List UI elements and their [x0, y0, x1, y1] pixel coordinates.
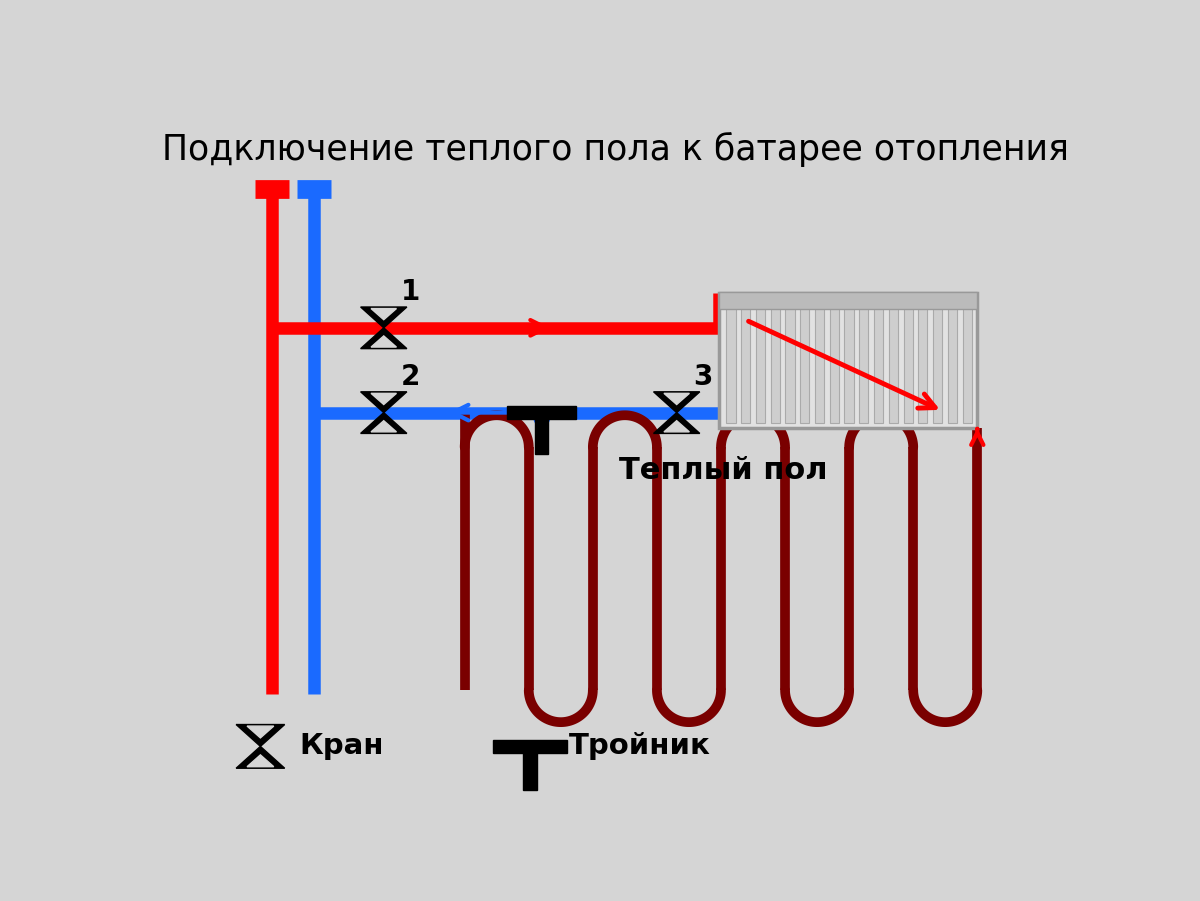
Bar — [829, 297, 839, 423]
Bar — [934, 297, 942, 423]
Bar — [726, 297, 736, 423]
Polygon shape — [236, 746, 284, 769]
Polygon shape — [654, 392, 700, 413]
Bar — [719, 292, 977, 308]
Bar — [845, 297, 853, 423]
Polygon shape — [361, 328, 407, 349]
Text: Теплый пол: Теплый пол — [619, 456, 827, 485]
Bar — [523, 753, 538, 790]
Bar — [904, 297, 913, 423]
Bar — [719, 293, 977, 428]
Polygon shape — [664, 394, 689, 405]
Bar — [874, 297, 883, 423]
Bar — [493, 740, 568, 753]
Bar — [756, 297, 766, 423]
Text: Тройник: Тройник — [569, 733, 710, 760]
Bar — [918, 297, 928, 423]
Bar — [742, 297, 750, 423]
Bar — [889, 297, 898, 423]
Polygon shape — [247, 755, 274, 767]
Polygon shape — [361, 392, 407, 413]
Bar — [948, 297, 956, 423]
Bar — [508, 406, 576, 419]
Bar — [859, 297, 869, 423]
Polygon shape — [654, 413, 700, 433]
Text: 3: 3 — [694, 363, 713, 391]
Polygon shape — [236, 724, 284, 746]
Bar — [815, 297, 824, 423]
Polygon shape — [371, 336, 396, 347]
Text: Кран: Кран — [299, 733, 384, 760]
Polygon shape — [247, 726, 274, 738]
Bar — [770, 297, 780, 423]
Polygon shape — [664, 421, 689, 432]
Text: 1: 1 — [401, 278, 420, 306]
Polygon shape — [371, 308, 396, 320]
Polygon shape — [361, 307, 407, 328]
Bar — [535, 419, 548, 454]
Bar — [962, 297, 972, 423]
Polygon shape — [361, 413, 407, 433]
Text: 2: 2 — [401, 363, 420, 391]
Text: Подключение теплого пола к батарее отопления: Подключение теплого пола к батарее отопл… — [162, 132, 1068, 168]
Polygon shape — [371, 394, 396, 405]
Bar — [786, 297, 794, 423]
Polygon shape — [371, 421, 396, 432]
Bar — [800, 297, 809, 423]
